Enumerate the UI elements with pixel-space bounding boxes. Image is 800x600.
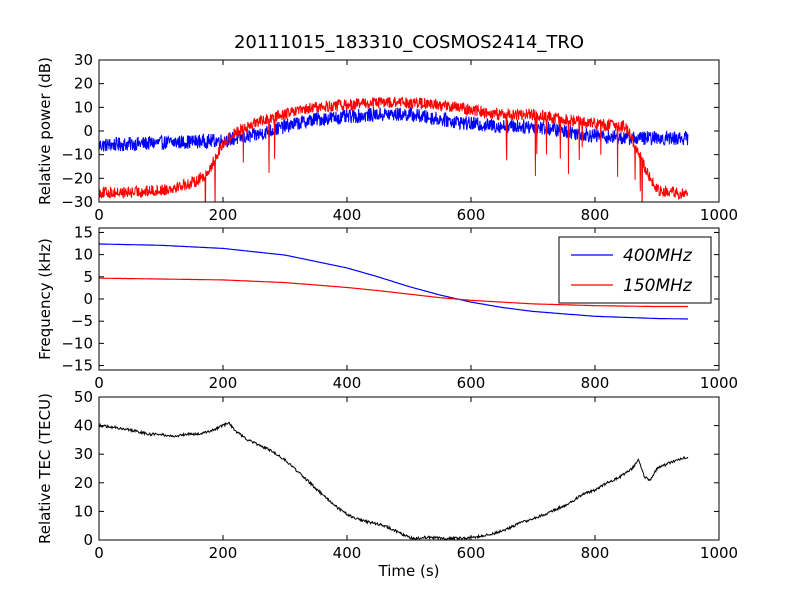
y-tick-label: −10 [61, 146, 93, 164]
plot-frame [98, 396, 720, 541]
x-tick-label: 400 [333, 374, 362, 392]
y-tick-label: −30 [61, 193, 93, 211]
y-tick-label: 10 [74, 98, 93, 116]
y-tick-label: −10 [61, 334, 93, 352]
panel-1: 0 200 400 600 800 1000 −30 −20 −10 0 10 20 30 Relativ… [36, 51, 738, 224]
y-tick-label: 10 [74, 246, 93, 264]
y-axis-label: Relative power (dB) [36, 57, 54, 205]
x-tick-label: 600 [457, 374, 486, 392]
x-tick-label: 1000 [700, 544, 738, 562]
y-tick-label: 50 [74, 388, 93, 406]
y-axis-label: Frequency (kHz) [36, 238, 54, 360]
x-tick-label: 600 [457, 544, 486, 562]
x-tick-label: 1000 [700, 206, 738, 224]
y-tick-label: −5 [71, 312, 93, 330]
x-tick-label: 200 [209, 206, 238, 224]
series-line-1 [99, 106, 689, 152]
x-tick-label: 800 [581, 206, 610, 224]
y-tick-label: 0 [83, 290, 93, 308]
y-tick-label: 15 [74, 223, 93, 241]
y-tick-label: 5 [83, 268, 93, 286]
panel-3: 0 200 400 600 800 1000 0 10 20 30 40 50 Relative TEC… [36, 388, 738, 580]
series-line-1 [99, 243, 688, 320]
y-tick-label: 0 [83, 531, 93, 549]
y-tick-label: −15 [61, 357, 93, 375]
y-tick-label: 40 [74, 417, 93, 435]
x-tick-label: 200 [209, 374, 238, 392]
panel-2: 0 200 400 600 800 1000 −15 −10 −5 0 5 10 15 Frequency… [36, 223, 738, 392]
x-tick-label: 200 [209, 544, 238, 562]
y-tick-label: 10 [74, 502, 93, 520]
y-axis-label: Relative TEC (TECU) [36, 393, 54, 544]
legend: 400MHz 150MHz [558, 236, 712, 304]
y-tick-label: −20 [61, 169, 93, 187]
y-tick-label: 30 [74, 445, 93, 463]
x-tick-label: 0 [94, 544, 104, 562]
y-tick-label: 20 [74, 474, 93, 492]
y-tick-label: 30 [74, 51, 93, 69]
y-tick-label: 20 [74, 75, 93, 93]
x-tick-label: 400 [333, 544, 362, 562]
x-axis-label: Time (s) [378, 562, 440, 580]
series-line-2 [99, 277, 688, 308]
series-line-2 [99, 96, 689, 202]
x-tick-label: 800 [581, 544, 610, 562]
y-tick-label: 0 [83, 122, 93, 140]
x-tick-label: 0 [94, 374, 104, 392]
legend-label: 150MHz [623, 276, 693, 296]
series-line-1 [99, 421, 689, 540]
x-tick-label: 800 [581, 374, 610, 392]
legend-box [558, 236, 712, 304]
x-tick-label: 0 [94, 206, 104, 224]
x-tick-label: 1000 [700, 374, 738, 392]
figure-title: 20111015_183310_COSMOS2414_TRO [234, 32, 584, 53]
x-tick-label: 600 [457, 206, 486, 224]
x-tick-label: 400 [333, 206, 362, 224]
legend-label: 400MHz [623, 246, 693, 266]
